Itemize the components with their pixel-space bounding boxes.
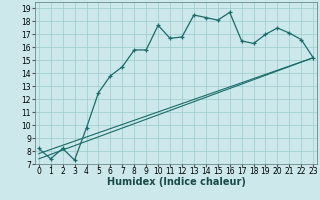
X-axis label: Humidex (Indice chaleur): Humidex (Indice chaleur) — [107, 177, 245, 187]
